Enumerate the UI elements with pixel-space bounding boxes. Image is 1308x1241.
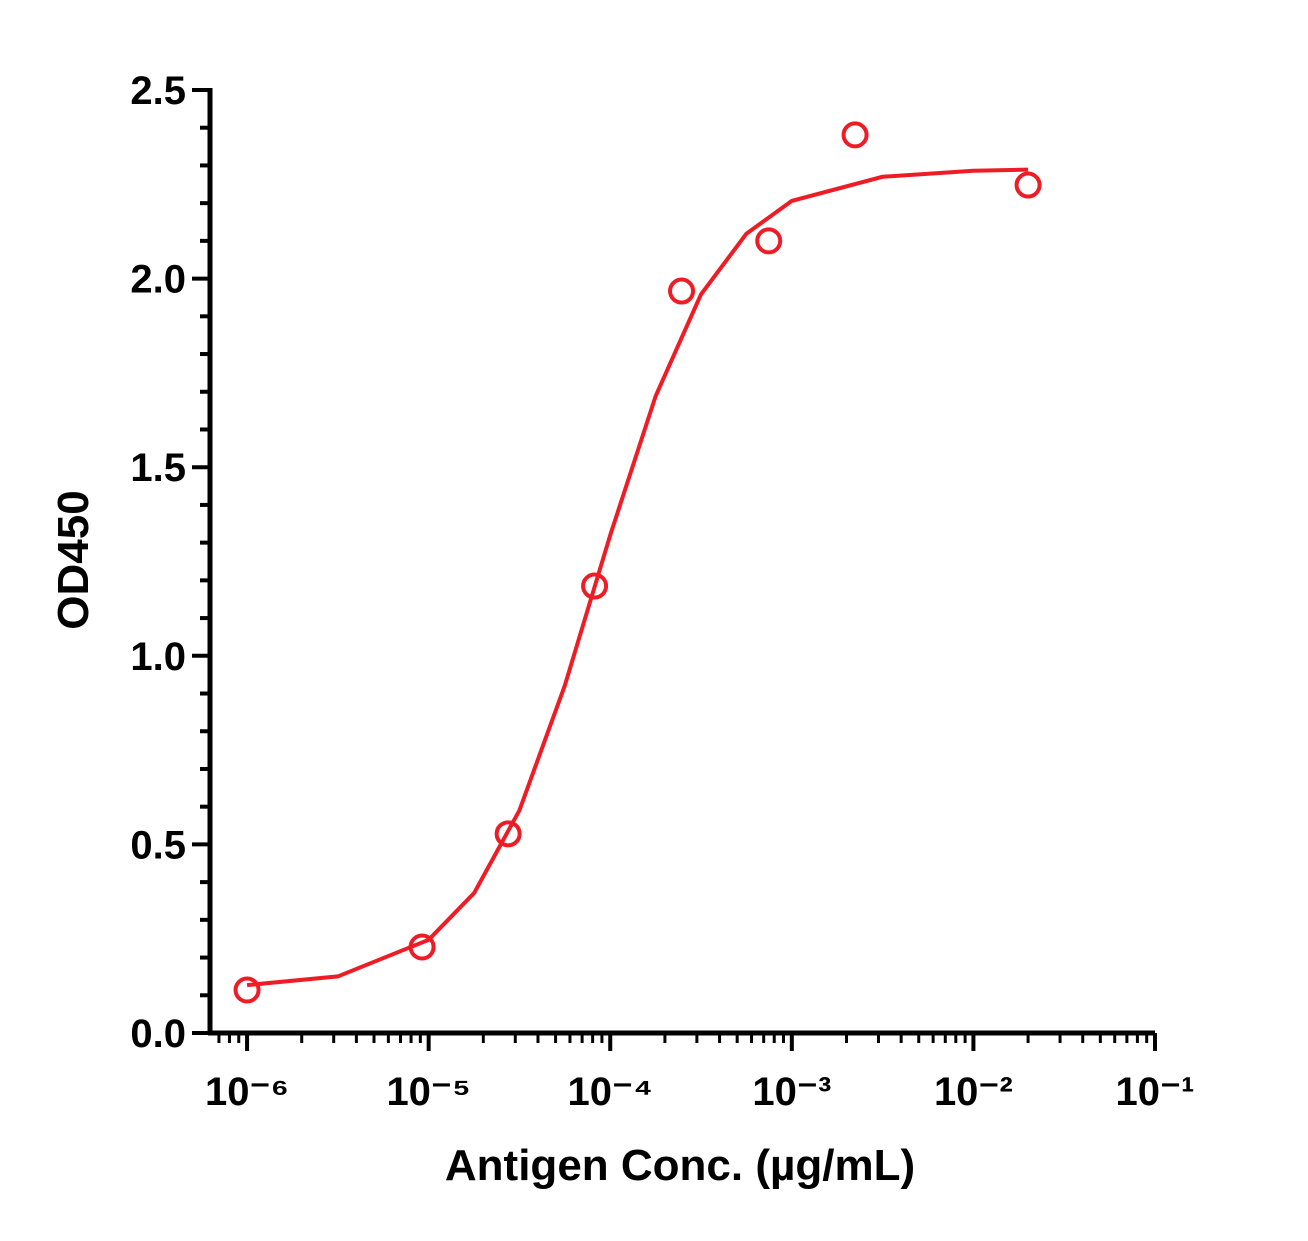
y-tick-label: 1.0 bbox=[130, 635, 186, 679]
x-axis-label: Antigen Conc. (µg/mL) bbox=[445, 1141, 915, 1190]
data-point bbox=[494, 820, 522, 848]
data-point bbox=[233, 976, 261, 1004]
data-point bbox=[668, 277, 696, 305]
data-point bbox=[1014, 171, 1042, 199]
data-point bbox=[755, 227, 783, 255]
x-tick-label: 10⁻⁴ bbox=[568, 1070, 653, 1114]
y-tick-label: 0.0 bbox=[130, 1012, 186, 1056]
y-tick-label: 2.5 bbox=[130, 69, 186, 113]
fit-curve bbox=[246, 167, 1029, 988]
x-tick-label: 10⁻² bbox=[934, 1070, 1013, 1114]
x-tick-label: 10⁻¹ bbox=[1116, 1070, 1195, 1114]
x-tick-label: 10⁻³ bbox=[752, 1070, 831, 1114]
x-tick-label: 10⁻⁵ bbox=[386, 1070, 470, 1114]
y-tick-label: 1.5 bbox=[130, 446, 186, 490]
x-tick-label: 10⁻⁶ bbox=[205, 1070, 289, 1114]
data-point bbox=[581, 572, 609, 600]
y-tick-label: 0.5 bbox=[130, 823, 186, 867]
y-axis-label: OD450 bbox=[49, 490, 98, 629]
data-point bbox=[841, 121, 869, 149]
y-tick-label: 2.0 bbox=[130, 258, 186, 302]
